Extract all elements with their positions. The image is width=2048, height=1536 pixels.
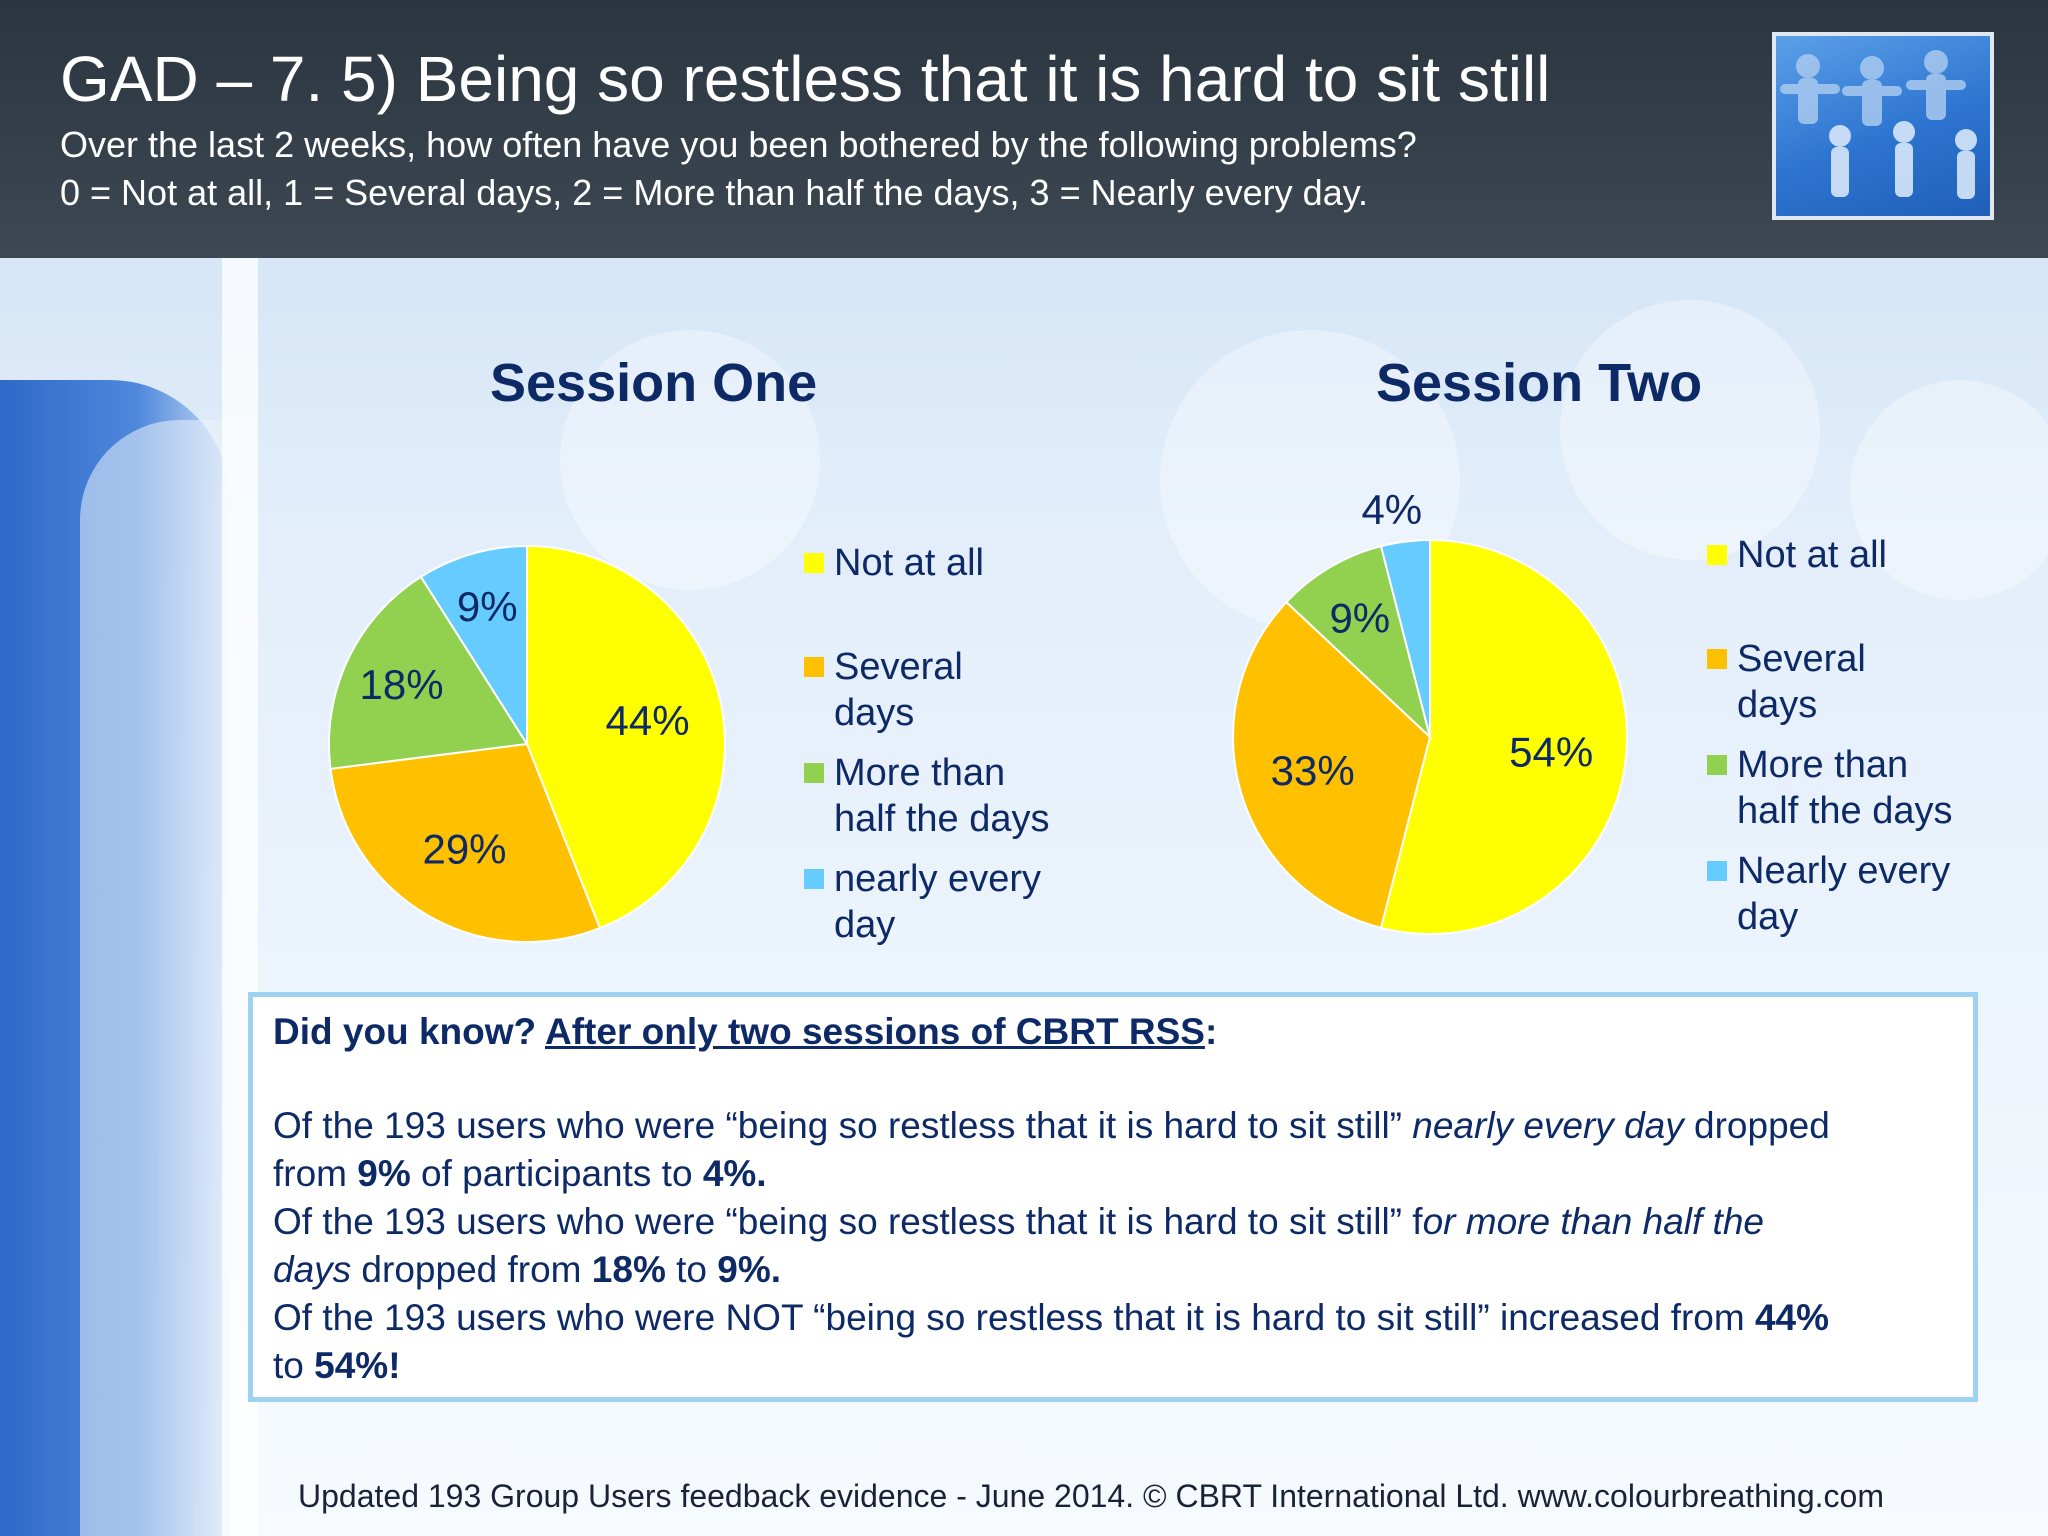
pie-label-several-days: 29% [422, 826, 506, 873]
chart-title-session-one: Session One [490, 353, 818, 413]
pie-chart-session-two: 54% 33% 9% 4% [1232, 486, 1628, 935]
pie-label-more-than-half: 9% [1329, 594, 1390, 641]
paper-chain-people-icon [1772, 32, 1994, 220]
legend-swatch [1707, 861, 1727, 881]
pie-slice-not-at-all [526, 544, 726, 930]
info-heading: Did you know? After only two sessions of… [273, 1011, 1218, 1052]
legend-swatch [804, 869, 824, 889]
pie-label-not-at-all: 54% [1509, 728, 1593, 775]
legend-label: Several days [1737, 638, 1866, 726]
pie-slice-more-than-half [1284, 544, 1432, 741]
legend-swatch [1707, 649, 1727, 669]
info-line-6: to 54%! [273, 1345, 401, 1386]
background-left-highlight [80, 420, 240, 1536]
pie-slice-nearly-every-day [1379, 538, 1431, 738]
background-circle [1560, 300, 1820, 560]
background-circle [560, 330, 820, 590]
pie-slice-several-days [1232, 600, 1432, 930]
pie-slice-several-days [329, 742, 602, 943]
header-bar: GAD – 7. 5) Being so restless that it is… [0, 0, 2048, 258]
pie-label-more-than-half: 18% [360, 661, 444, 708]
legend-label: More than half the days [1737, 744, 1953, 832]
logo-graphic [1780, 50, 1977, 199]
slide-title: GAD – 7. 5) Being so restless that it is… [60, 43, 1551, 115]
info-line-3: Of the 193 users who were “being so rest… [273, 1201, 1764, 1242]
pie-slice-not-at-all [1379, 538, 1628, 935]
pie-label-several-days: 33% [1271, 747, 1355, 794]
did-you-know-box: Did you know? After only two sessions of… [248, 992, 1978, 1402]
pie-label-nearly-every-day: 4% [1361, 486, 1422, 533]
legend-swatch [804, 553, 824, 573]
pie-slice-nearly-every-day [419, 544, 528, 748]
pie-slice-more-than-half [328, 575, 529, 770]
slide-subtitle-line-1: Over the last 2 weeks, how often have yo… [60, 124, 1417, 165]
info-line-2: from 9% of participants to 4%. [273, 1153, 767, 1194]
legend-label: Not at all [1737, 534, 1887, 576]
pie-label-not-at-all: 44% [606, 697, 690, 744]
pie-chart-session-one: 44% 29% 18% 9% [328, 544, 726, 943]
legend-swatch [1707, 545, 1727, 565]
legend-swatch [804, 763, 824, 783]
legend-label: nearly every day [834, 858, 1041, 946]
footer-credit: Updated 193 Group Users feedback evidenc… [298, 1478, 1884, 1514]
pie-label-nearly-every-day: 9% [457, 583, 518, 630]
legend-label: Not at all [834, 542, 984, 584]
slide-subtitle-line-2: 0 = Not at all, 1 = Several days, 2 = Mo… [60, 172, 1369, 213]
chart-title-session-two: Session Two [1376, 353, 1703, 413]
legend-label: Several days [834, 646, 963, 734]
legend-swatch [1707, 755, 1727, 775]
legend-swatch [804, 657, 824, 677]
background-circle [1850, 380, 2048, 600]
info-line-1: Of the 193 users who were “being so rest… [273, 1105, 1830, 1146]
legend-label: More than half the days [834, 752, 1050, 840]
legend-label: Nearly every day [1737, 850, 1951, 938]
info-line-4: days dropped from 18% to 9%. [273, 1249, 782, 1290]
info-line-5: Of the 193 users who were NOT “being so … [273, 1297, 1830, 1338]
